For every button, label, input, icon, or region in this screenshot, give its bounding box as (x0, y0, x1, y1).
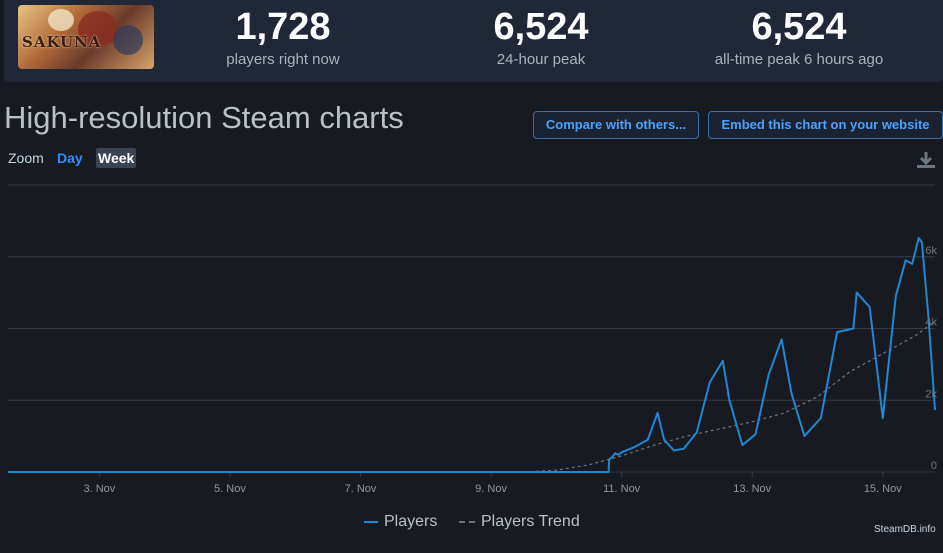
series-players-trend (8, 320, 936, 473)
stat-label: all-time peak 6 hours ago (714, 51, 884, 68)
x-tick-label: 9. Nov (475, 483, 507, 495)
download-icon[interactable] (916, 150, 936, 170)
compare-button[interactable]: Compare with others... (533, 111, 699, 139)
game-thumbnail[interactable]: SAKUNA (18, 5, 154, 69)
x-tick-label: 13. Nov (733, 483, 771, 495)
game-logo-text: SAKUNA (22, 33, 102, 51)
thumbnail-art (113, 25, 143, 55)
stat-all-time-peak: 6,524 all-time peak 6 hours ago (689, 6, 909, 68)
stat-value: 6,524 (493, 6, 589, 48)
y-tick-label: 6k (925, 245, 937, 257)
legend-swatch (364, 520, 378, 523)
legend-label: Players Trend (481, 513, 580, 530)
y-tick-label: 2k (925, 388, 937, 400)
stat-current-players: 1,728 players right now (173, 6, 393, 68)
x-tick-label: 15. Nov (864, 483, 902, 495)
zoom-controls: Zoom Day Week (8, 148, 137, 168)
zoom-label: Zoom (8, 150, 44, 166)
stat-label: 24-hour peak (496, 51, 586, 68)
zoom-week-button[interactable]: Week (96, 148, 137, 168)
player-count-chart[interactable]: 0 2k 4k 6k 3. Nov 5. Nov 7. Nov 9. Nov 11. Nov 13… (0, 180, 943, 510)
x-tick-label: 11. Nov (603, 483, 641, 495)
y-tick-label: 4k (925, 317, 937, 329)
legend-players[interactable]: Players (364, 513, 437, 531)
y-tick-label: 0 (931, 460, 937, 472)
legend-label: Players (384, 513, 438, 530)
stat-value: 1,728 (235, 6, 331, 48)
stat-24h-peak: 6,524 24-hour peak (431, 6, 651, 68)
embed-chart-button[interactable]: Embed this chart on your website (708, 111, 943, 139)
stat-label: players right now (226, 51, 340, 68)
legend-players-trend[interactable]: Players Trend (459, 513, 580, 531)
credits-link[interactable]: SteamDB.info (874, 524, 936, 535)
x-tick-label: 7. Nov (345, 483, 377, 495)
stats-bar: SAKUNA 1,728 players right now 6,524 24-… (4, 0, 943, 82)
legend-swatch (459, 520, 475, 523)
x-tick-label: 5. Nov (214, 483, 246, 495)
stat-value: 6,524 (751, 6, 847, 48)
series-players (8, 237, 936, 473)
x-tick-label: 3. Nov (83, 483, 115, 495)
page-title: High-resolution Steam charts (4, 100, 404, 135)
thumbnail-art (78, 11, 118, 47)
zoom-day-button[interactable]: Day (57, 150, 83, 166)
thumbnail-art (48, 9, 74, 31)
